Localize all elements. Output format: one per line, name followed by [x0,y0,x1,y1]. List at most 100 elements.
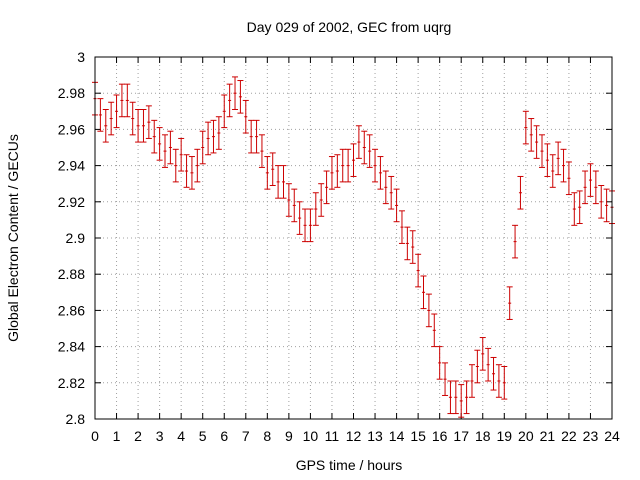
y-tick-label: 2.82 [58,375,85,391]
data-point [538,134,545,168]
data-point [393,188,400,223]
data-point [420,275,427,310]
data-point [350,143,357,177]
x-tick-label: 1 [113,428,121,444]
x-tick-label: 9 [285,428,293,444]
x-tick-label: 13 [367,428,383,444]
data-point [264,156,271,190]
data-point [345,148,352,183]
data-point [188,156,195,190]
x-tick-label: 12 [346,428,362,444]
x-tick-label: 10 [303,428,319,444]
x-tick-label: 14 [389,428,405,444]
data-point [275,165,282,199]
data-point [253,119,260,154]
y-tick-label: 2.86 [58,302,85,318]
data-point [167,130,174,165]
data-point [388,175,395,210]
data-point [242,99,249,134]
data-point [156,127,163,161]
y-tick-label: 2.88 [58,266,85,282]
data-point [135,108,142,143]
plot-frame [94,56,613,420]
data-point [118,83,125,118]
data-point [485,347,492,382]
data-point [528,118,535,152]
y-tick-label: 2.96 [58,121,85,137]
x-tick-label: 15 [410,428,426,444]
data-point [404,226,411,261]
axis-ticks [94,56,613,420]
y-axis-label: Global Electron Content / GECUs [5,134,21,342]
x-tick-label: 23 [583,428,599,444]
data-point [312,192,319,226]
data-point [194,148,201,183]
data-point [603,188,610,223]
data-point [582,170,589,205]
data-point [151,119,158,154]
y-tick-label: 2.94 [58,158,85,174]
data-point [576,190,583,225]
data-point [447,380,454,415]
y-tick-label: 2.8 [66,411,86,427]
data-point [215,116,222,150]
data-point [442,362,449,396]
data-point [108,101,115,136]
data-point [302,208,309,243]
data-point [474,349,481,384]
data-point [517,175,524,210]
data-point [522,110,529,145]
data-point [463,380,470,415]
data-point [533,125,540,159]
data-point [490,356,497,391]
y-tick-label: 3 [77,49,85,65]
data-point [339,148,346,183]
x-tick-label: 7 [242,428,250,444]
data-point [571,192,578,226]
data-point [415,253,422,288]
data-point [124,83,131,118]
x-tick-label: 6 [220,428,228,444]
data-point [318,183,325,217]
x-tick-label: 5 [199,428,207,444]
x-tick-label: 3 [156,428,164,444]
data-point [232,76,239,110]
data-point [172,148,179,183]
data-point [436,346,443,380]
data-point [328,156,335,190]
data-point [205,121,212,156]
data-point [269,152,276,187]
y-tick-label: 2.84 [58,339,85,355]
data-point [479,337,486,371]
x-tick-label: 8 [263,428,271,444]
data-point [560,148,567,183]
y-tick-label: 2.9 [66,230,86,246]
data-point [544,143,551,177]
x-tick-label: 24 [604,428,620,444]
data-point [334,154,341,188]
data-point [565,161,572,196]
data-point [237,80,244,114]
data-point [145,105,152,139]
data-point [280,165,287,199]
data-point [458,384,465,418]
grid-lines [95,57,612,419]
data-point [506,286,513,320]
data-point [495,364,502,398]
data-point [587,163,594,197]
data-point [323,170,330,205]
data-point [221,94,228,129]
data-point [285,183,292,217]
y-tick-label: 2.92 [58,194,85,210]
data-point [366,134,373,168]
data-point [248,119,255,154]
x-tick-label: 17 [453,428,469,444]
data-point [592,170,599,205]
x-tick-label: 4 [177,428,185,444]
data-point [291,188,298,223]
data-point [382,170,389,205]
data-point [102,108,109,143]
y-tick-label: 2.98 [58,85,85,101]
chart-title: Day 029 of 2002, GEC from uqrg [247,19,452,35]
x-tick-label: 22 [561,428,577,444]
